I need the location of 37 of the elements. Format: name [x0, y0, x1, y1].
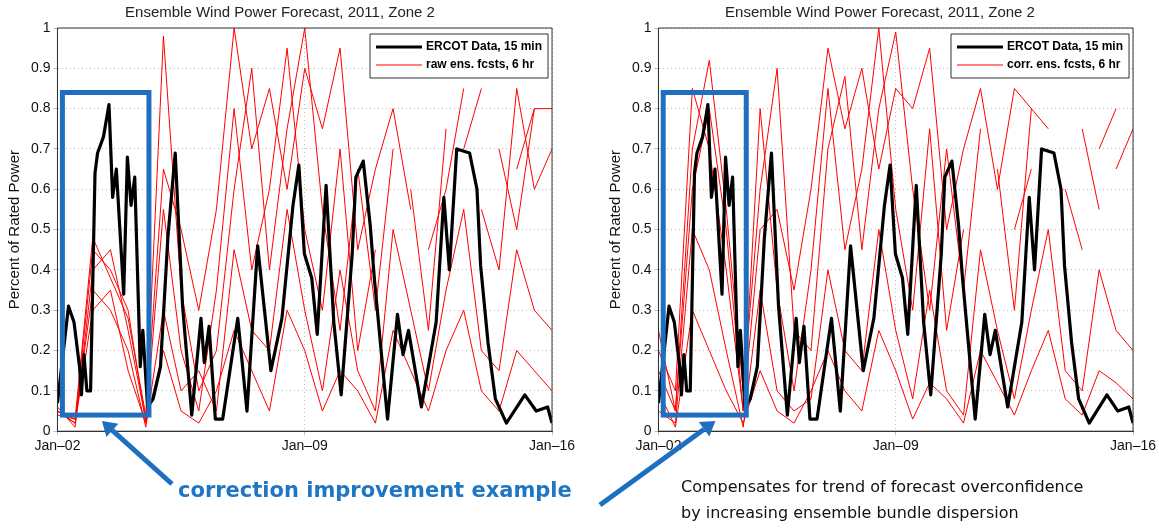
y-tick-label: 0.8 — [631, 99, 652, 116]
y-tick-label: 0.4 — [30, 260, 51, 277]
y-tick-label: 0.5 — [631, 220, 652, 237]
y-tick-label: 0.3 — [30, 301, 51, 318]
x-tick-label: Jan–16 — [529, 437, 576, 454]
legend-label: ERCOT Data, 15 min — [426, 39, 543, 54]
y-tick-label: 0.6 — [631, 180, 652, 197]
legend-label: corr. ens. fcsts, 6 hr — [1007, 57, 1121, 72]
y-tick-label: 0.5 — [30, 220, 51, 237]
y-tick-label: 0.2 — [30, 341, 51, 358]
y-tick-label: 1 — [42, 18, 51, 35]
y-tick-label: 0 — [643, 422, 652, 439]
x-tick-label: Jan–09 — [281, 437, 328, 454]
y-tick-label: 0.7 — [631, 139, 652, 156]
y-tick-label: 0.8 — [30, 99, 51, 116]
legend-label: raw ens. fcsts, 6 hr — [426, 57, 535, 72]
y-tick-label: 0.7 — [30, 139, 51, 156]
x-tick-label: Jan–02 — [34, 437, 81, 454]
y-tick-label: 0.6 — [30, 180, 51, 197]
y-tick-label: 1 — [643, 18, 652, 35]
y-tick-label: 0.1 — [631, 381, 652, 398]
chart-title: Ensemble Wind Power Forecast, 2011, Zone 2 — [725, 3, 1035, 21]
y-tick-label: 0 — [42, 422, 51, 439]
y-tick-label: 0.4 — [631, 260, 652, 277]
y-axis-title: Percent of Rated Power — [5, 149, 23, 310]
text: Compensates for trend of forecast overconfidence by increasing ensemble bundle dispersion — [681, 476, 1085, 524]
x-tick-label: Jan–09 — [872, 437, 919, 454]
x-tick-label: Jan–16 — [1110, 437, 1157, 454]
y-tick-label: 0.9 — [30, 59, 51, 76]
y-tick-label: 0.2 — [631, 341, 652, 358]
y-tick-label: 0.3 — [631, 301, 652, 318]
text: correction improvement example — [178, 478, 572, 502]
chart-title: Ensemble Wind Power Forecast, 2011, Zone 2 — [125, 3, 435, 21]
y-tick-label: 0.1 — [30, 381, 51, 398]
legend-label: ERCOT Data, 15 min — [1007, 39, 1124, 54]
y-axis-title: Percent of Rated Power — [606, 149, 624, 310]
y-tick-label: 0.9 — [631, 59, 652, 76]
